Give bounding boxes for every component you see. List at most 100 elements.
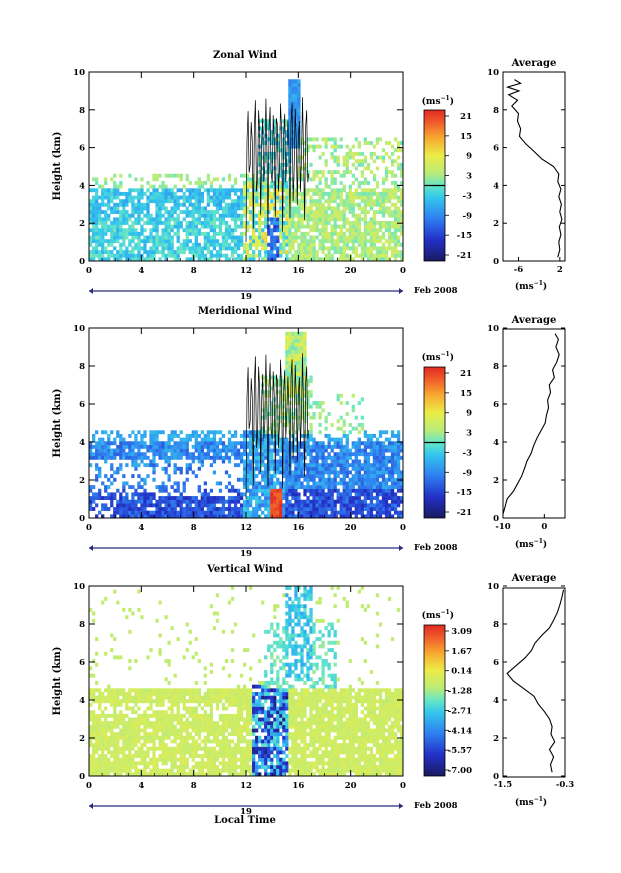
heatmap-cell xyxy=(98,713,102,718)
heatmap-cell xyxy=(267,499,271,504)
heatmap-cell xyxy=(249,470,253,475)
heatmap-cell xyxy=(354,151,358,156)
heatmap-cell xyxy=(131,496,135,500)
heatmap-cell xyxy=(324,137,328,142)
heatmap-cell xyxy=(330,195,334,200)
heatmap-cell xyxy=(390,514,395,519)
heatmap-cell xyxy=(378,510,383,515)
heatmap-cell xyxy=(233,224,238,229)
heatmap-cell xyxy=(167,514,171,519)
heatmap-cell xyxy=(146,772,150,777)
heatmap-cell xyxy=(384,488,389,493)
heatmap-cell xyxy=(206,173,211,178)
heatmap-cell xyxy=(246,257,250,262)
meridional-title: Meridional Wind xyxy=(198,306,292,317)
heatmap-cell xyxy=(158,695,162,700)
heatmap-cell xyxy=(306,382,310,387)
heatmap-cell xyxy=(291,349,295,354)
heatmap-cell xyxy=(288,357,292,362)
heatmap-cell xyxy=(242,188,247,193)
heatmap-cell xyxy=(152,772,156,777)
heatmap-cell xyxy=(200,492,204,497)
heatmap-cell xyxy=(152,713,156,718)
heatmap-cell xyxy=(119,199,123,204)
heatmap-cell xyxy=(318,455,322,460)
heatmap-cell xyxy=(315,221,319,225)
heatmap-cell xyxy=(381,188,386,193)
heatmap-cell xyxy=(140,188,144,193)
heatmap-cell xyxy=(384,188,389,193)
heatmap-cell xyxy=(194,430,198,435)
heatmap-cell xyxy=(212,195,217,200)
heatmap-cell xyxy=(206,177,211,182)
heatmap-cell xyxy=(128,717,132,722)
heatmap-cell xyxy=(116,750,120,755)
heatmap-cell xyxy=(384,430,389,435)
heatmap-cell xyxy=(242,202,247,207)
heatmap-cell xyxy=(236,217,241,222)
heatmap-cell xyxy=(146,761,150,766)
heatmap-cell xyxy=(104,761,108,766)
heatmap-cell xyxy=(158,648,162,653)
heatmap-cell xyxy=(119,655,123,660)
heatmap-cell xyxy=(285,444,289,449)
colorbar-tick-label: 15 xyxy=(460,132,472,142)
heatmap-cell xyxy=(113,202,117,207)
heatmap-cell xyxy=(155,761,159,766)
heatmap-cell xyxy=(285,419,289,424)
heatmap-cell xyxy=(279,250,283,254)
heatmap-cell xyxy=(137,717,141,722)
heatmap-cell xyxy=(246,246,250,251)
heatmap-cell xyxy=(339,441,343,446)
heatmap-cell xyxy=(161,739,165,744)
heatmap-cell xyxy=(203,210,207,214)
heatmap-cell xyxy=(306,231,310,236)
heatmap-cell xyxy=(363,444,368,449)
heatmap-cell xyxy=(270,246,274,251)
heatmap-cell xyxy=(399,191,404,196)
heatmap-cell xyxy=(390,181,395,185)
heatmap-cell xyxy=(309,210,313,214)
heatmap-cell xyxy=(92,673,96,678)
heatmap-cell xyxy=(191,496,195,500)
heatmap-cell xyxy=(239,433,244,438)
heatmap-cell xyxy=(182,242,186,247)
heatmap-cell xyxy=(206,221,211,225)
heatmap-cell xyxy=(396,235,401,240)
heatmap-cell xyxy=(327,514,331,519)
heatmap-cell xyxy=(149,761,153,766)
heatmap-cell xyxy=(273,210,277,214)
heatmap-cell xyxy=(267,496,271,500)
heatmap-cell xyxy=(390,231,395,236)
heatmap-cell xyxy=(297,474,301,479)
heatmap-cell xyxy=(149,496,153,500)
heatmap-cell xyxy=(312,444,316,449)
heatmap-cell xyxy=(366,210,371,214)
heatmap-cell xyxy=(276,210,280,214)
heatmap-cell xyxy=(399,242,404,247)
heatmap-cell xyxy=(396,437,401,442)
heatmap-cell xyxy=(101,191,105,196)
heatmap-cell xyxy=(324,257,328,262)
heatmap-cell xyxy=(366,433,371,438)
heatmap-cell xyxy=(137,206,141,211)
heatmap-cell xyxy=(357,496,361,500)
heatmap-cell xyxy=(218,206,223,211)
heatmap-cell xyxy=(306,444,310,449)
heatmap-cell xyxy=(360,210,364,214)
heatmap-cell xyxy=(288,79,292,84)
heatmap-cell xyxy=(294,357,298,362)
heatmap-cell xyxy=(273,257,277,262)
heatmap-cell xyxy=(282,184,286,189)
heatmap-cell xyxy=(152,455,156,460)
heatmap-cell xyxy=(255,199,259,204)
heatmap-cell xyxy=(396,217,401,222)
heatmap-cell xyxy=(330,191,334,196)
heatmap-cell xyxy=(378,488,383,493)
heatmap-cell xyxy=(300,195,304,200)
heatmap-cell xyxy=(351,474,355,479)
heatmap-cell xyxy=(104,430,108,435)
heatmap-cell xyxy=(354,213,358,218)
heatmap-cell xyxy=(224,257,229,262)
heatmap-cell xyxy=(351,228,355,233)
